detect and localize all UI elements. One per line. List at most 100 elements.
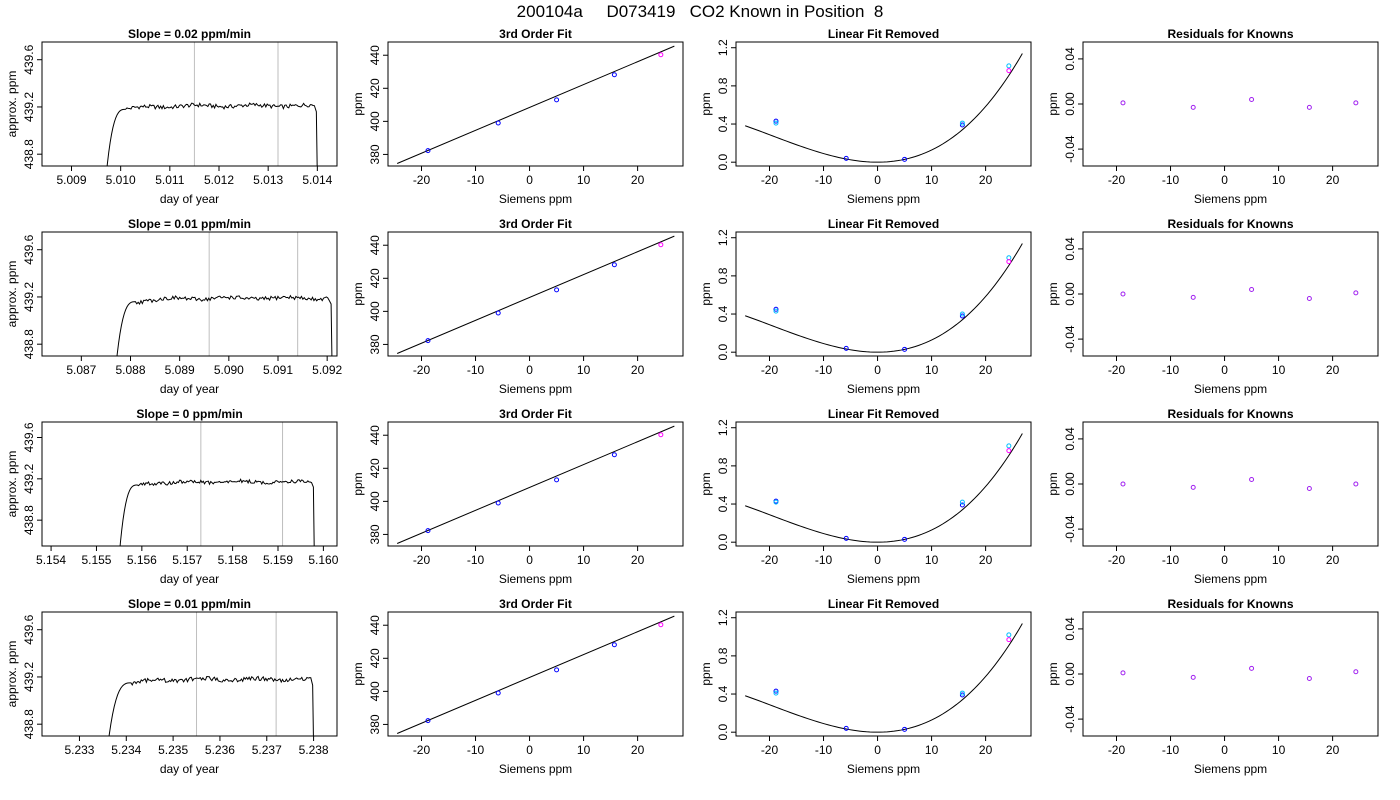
x-tick-label: 5.012 (204, 173, 234, 187)
x-tick-label: 5.087 (66, 363, 96, 377)
x-tick-label: -20 (413, 363, 431, 377)
plot-frame (1082, 41, 1379, 167)
panel-r4-c1: Slope = 0.01 ppm/min 5.233 5.234 5.235 5.236… (5, 597, 338, 776)
y-tick-label: 438.8 (22, 709, 36, 739)
data-point (1353, 290, 1359, 296)
data-point (843, 725, 849, 731)
y-tick-label: 0.8 (716, 77, 730, 94)
panel-r1-c3: Linear Fit Removed -20 -10 0 10 20 0.0 0.4 0.8 1.… (699, 27, 1032, 206)
panel-title: Linear Fit Removed (828, 217, 939, 231)
panel-r4-c3: Linear Fit Removed -20 -10 0 10 20 0.0 0.4 0.8 1.… (699, 597, 1032, 776)
data-point (902, 536, 908, 542)
panel-title: 3rd Order Fit (499, 217, 572, 231)
x-axis-label: Siemens ppm (499, 572, 572, 586)
y-tick-label: 0.04 (1063, 237, 1077, 261)
data-point (495, 120, 501, 126)
data-point (554, 97, 560, 103)
x-axis-label: Siemens ppm (499, 382, 572, 396)
x-tick-label: 5.154 (36, 553, 66, 567)
plot-frame (1082, 421, 1379, 547)
x-tick-label: 5.238 (299, 743, 329, 757)
x-tick-label: -20 (413, 743, 431, 757)
data-point (773, 690, 779, 696)
x-tick-label: -20 (1108, 553, 1126, 567)
panel-r3-c1: Slope = 0 ppm/min 5.154 5.155 5.156 5.157 5.1… (5, 407, 339, 586)
x-tick-label: 0 (526, 743, 533, 757)
panel-r1-c1: Slope = 0.02 ppm/min 5.009 5.010 5.011 5.012… (5, 27, 338, 206)
x-tick-label: -20 (1108, 743, 1126, 757)
figure-title: 200104a D073419 CO2 Known in Position 8 (517, 2, 884, 21)
x-axis-label: Siemens ppm (1194, 762, 1267, 776)
data-point (1190, 294, 1196, 300)
x-tick-label: -10 (1162, 173, 1180, 187)
y-axis-label: ppm (351, 662, 365, 685)
x-tick-label: 0 (874, 743, 881, 757)
x-axis-label: Siemens ppm (499, 192, 572, 206)
y-tick-label: 0.4 (716, 495, 730, 512)
x-tick-label: -20 (413, 553, 431, 567)
data-point (611, 262, 617, 268)
panel-r2-c3: Linear Fit Removed -20 -10 0 10 20 0.0 0.4 0.8 1.… (699, 217, 1032, 396)
x-tick-label: 5.014 (302, 173, 332, 187)
data-point (902, 726, 908, 732)
data-point (1306, 296, 1312, 302)
plot-frame (387, 611, 684, 737)
y-axis-label: approx. ppm (5, 261, 19, 328)
y-tick-label: 0.04 (1063, 427, 1077, 451)
panel-title: Residuals for Knowns (1167, 597, 1293, 611)
y-axis-label: ppm (351, 472, 365, 495)
y-tick-label: 380 (368, 334, 382, 354)
y-tick-label: 0.4 (716, 685, 730, 702)
x-tick-label: 0 (526, 173, 533, 187)
y-tick-label: 0.04 (1063, 47, 1077, 71)
x-tick-label: 10 (577, 553, 591, 567)
panel-r4-c2: 3rd Order Fit -20 -10 0 10 20 380 400 420 440 Siem… (351, 597, 684, 776)
x-axis-label: Siemens ppm (847, 762, 920, 776)
x-tick-label: 5.158 (218, 553, 248, 567)
panel-title: 3rd Order Fit (499, 597, 572, 611)
y-axis-label: ppm (699, 92, 713, 115)
plot-frame (41, 611, 338, 737)
data-point (773, 308, 779, 314)
data-point (902, 346, 908, 352)
x-axis-label: day of year (160, 572, 219, 586)
panel-title: Residuals for Knowns (1167, 27, 1293, 41)
x-tick-label: 0 (1221, 173, 1228, 187)
data-point (1353, 100, 1359, 106)
x-tick-label: 20 (979, 363, 993, 377)
fit-curve (745, 53, 1023, 163)
data-point (554, 667, 560, 673)
x-tick-label: 10 (925, 173, 939, 187)
x-tick-label: 20 (1326, 743, 1340, 757)
data-point (959, 502, 965, 508)
y-axis-label: approx. ppm (5, 641, 19, 708)
plot-frame (41, 421, 338, 547)
x-tick-label: 20 (979, 553, 993, 567)
x-axis-label: Siemens ppm (1194, 382, 1267, 396)
x-tick-label: -10 (815, 363, 833, 377)
data-point (843, 345, 849, 351)
y-tick-label: 0.8 (716, 267, 730, 284)
x-tick-label: -20 (1108, 173, 1126, 187)
panel-r4-c4: Residuals for Knowns -20 -10 0 10 20 -0.04 0.00… (1046, 597, 1379, 776)
y-tick-label: 440 (368, 235, 382, 255)
y-tick-label: 400 (368, 491, 382, 511)
x-tick-label: 5.092 (312, 363, 342, 377)
data-point (495, 500, 501, 506)
x-tick-label: -10 (815, 743, 833, 757)
x-tick-label: 20 (1326, 553, 1340, 567)
panel-title: Residuals for Knowns (1167, 217, 1293, 231)
y-tick-label: -0.04 (1063, 515, 1077, 543)
plot-frame (1082, 231, 1379, 357)
y-tick-label: 440 (368, 45, 382, 65)
y-tick-label: 0.8 (716, 647, 730, 664)
x-tick-label: -10 (467, 553, 485, 567)
y-tick-label: 1.2 (716, 609, 730, 626)
y-tick-label: 380 (368, 524, 382, 544)
y-tick-label: 439.6 (22, 234, 36, 264)
plot-frame (1082, 611, 1379, 737)
fit-curve (745, 623, 1023, 733)
plot-frame (387, 41, 684, 167)
y-tick-label: 0.4 (716, 115, 730, 132)
x-tick-label: 20 (1326, 363, 1340, 377)
